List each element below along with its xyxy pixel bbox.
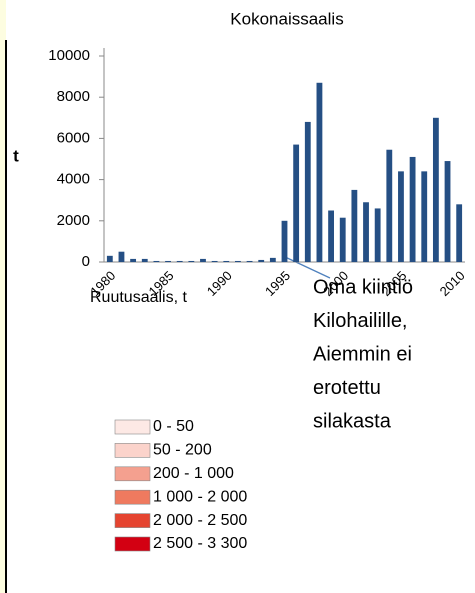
bar	[409, 156, 416, 262]
y-tick-label: 0	[82, 253, 90, 270]
bar	[432, 117, 439, 262]
y-tick-label: 6000	[57, 129, 90, 146]
bar	[188, 260, 195, 262]
bar	[351, 189, 358, 262]
legend-swatch	[114, 513, 151, 528]
bar	[363, 202, 369, 262]
annotation: erotettu	[313, 377, 381, 399]
chart-title: Kokonaissaalis	[230, 9, 343, 28]
bar	[211, 260, 218, 262]
annotation: Kilohailille,	[313, 310, 408, 332]
bar	[328, 210, 334, 262]
bar	[246, 260, 253, 262]
annotation-line	[282, 255, 331, 279]
bar	[269, 257, 276, 262]
x-tick-label: 2010	[437, 268, 468, 299]
legend-label: 200 - 1 000	[153, 465, 234, 482]
legend-label: 1 000 - 2 000	[153, 488, 247, 505]
bar	[316, 82, 323, 262]
y-axis-label: t	[13, 146, 19, 165]
legend-swatch	[114, 489, 151, 505]
bar	[293, 144, 300, 262]
bar	[165, 260, 171, 262]
legend-title: Ruutusaalis, t	[90, 289, 187, 306]
bar	[304, 121, 311, 262]
legend-swatch	[114, 419, 151, 435]
y-tick-label: 2000	[57, 212, 90, 229]
bar	[118, 251, 125, 262]
x-tick-label: 1990	[204, 268, 235, 299]
y-tick-label: 8000	[57, 88, 90, 105]
bar	[200, 258, 206, 262]
bar	[398, 171, 404, 262]
bar	[444, 161, 451, 262]
legend-swatch	[114, 466, 151, 482]
legend-label: 0 - 50	[153, 418, 194, 435]
bar	[176, 260, 183, 262]
legend-swatch	[114, 536, 151, 552]
bar	[153, 260, 160, 262]
annotation: silakasta	[313, 410, 392, 432]
bar	[141, 258, 148, 262]
bar	[421, 171, 428, 262]
bar	[281, 220, 288, 262]
y-tick-label: 10000	[48, 47, 90, 64]
bar	[339, 217, 346, 262]
y-tick-label: 4000	[57, 171, 90, 188]
annotation: Aiemmin ei	[313, 343, 412, 365]
legend-label: 50 - 200	[153, 442, 212, 459]
annotation: Oma kiintiö	[313, 276, 413, 298]
legend-swatch	[114, 443, 151, 458]
bar	[456, 204, 463, 262]
bar	[235, 260, 241, 262]
x-tick-label: 1995	[262, 268, 293, 299]
bar	[223, 260, 230, 262]
bar	[130, 258, 137, 262]
map-edge	[0, 0, 6, 593]
bar	[258, 259, 265, 262]
bar	[374, 208, 381, 262]
bar	[386, 149, 393, 262]
legend-label: 2 500 - 3 300	[153, 535, 247, 552]
legend-label: 2 000 - 2 500	[153, 512, 247, 529]
bar	[106, 255, 113, 262]
